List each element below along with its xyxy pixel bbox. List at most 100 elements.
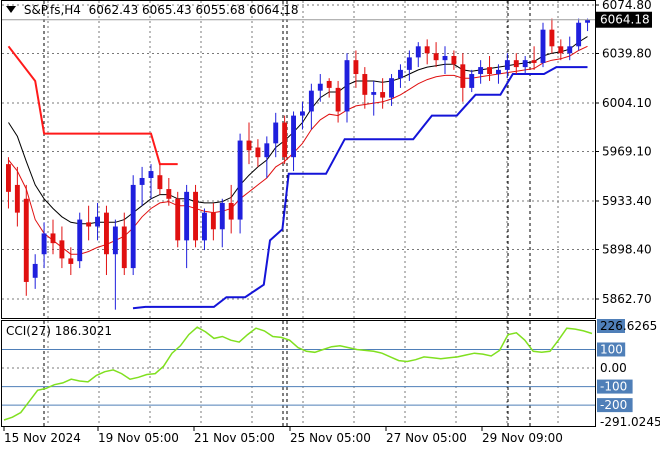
cci-name: CCI(27) bbox=[6, 324, 51, 338]
cci-series-line bbox=[3, 326, 593, 421]
chart-header: S&P.fs,H4 6062.43 6065.43 6055.68 6064.1… bbox=[6, 3, 299, 17]
time-tick-label: 21 Nov 05:00 bbox=[194, 431, 275, 445]
candle-body bbox=[398, 69, 403, 79]
candle bbox=[273, 112, 279, 158]
candle bbox=[380, 78, 386, 109]
price-tick-label: 6039.80 bbox=[602, 47, 652, 61]
candle bbox=[264, 136, 270, 178]
grid bbox=[2, 1, 595, 426]
candle bbox=[371, 80, 377, 116]
candle-body bbox=[300, 111, 305, 116]
cci-line bbox=[3, 326, 593, 421]
time-tick-label: 15 Nov 2024 bbox=[4, 431, 81, 445]
candle bbox=[469, 69, 475, 93]
candle bbox=[157, 164, 163, 195]
candle-body bbox=[193, 191, 198, 241]
candle bbox=[6, 157, 11, 209]
candle bbox=[246, 122, 252, 165]
candle-body bbox=[86, 222, 92, 227]
candle bbox=[540, 22, 546, 68]
candle bbox=[68, 247, 74, 276]
candle-body bbox=[451, 56, 457, 65]
candle-body bbox=[14, 184, 20, 213]
candle bbox=[487, 56, 492, 81]
candle bbox=[41, 222, 47, 269]
candle-body bbox=[210, 212, 216, 230]
price-tick-label: 5862.70 bbox=[602, 292, 652, 306]
cci-tick-label: 100 bbox=[600, 342, 623, 356]
candle-body bbox=[317, 83, 323, 91]
candle-body bbox=[326, 80, 332, 88]
candle-body bbox=[246, 140, 252, 151]
candle-body bbox=[264, 143, 270, 158]
candle bbox=[504, 53, 510, 79]
candles bbox=[6, 18, 590, 310]
candle bbox=[317, 74, 323, 102]
candle bbox=[496, 64, 501, 84]
candle-body bbox=[469, 74, 475, 88]
close-value: 6064.18 bbox=[248, 3, 299, 17]
candle bbox=[344, 53, 350, 123]
candle bbox=[308, 83, 314, 130]
candle-body bbox=[504, 60, 510, 70]
candle bbox=[59, 226, 65, 269]
candle-body bbox=[130, 184, 136, 269]
candle bbox=[353, 50, 359, 88]
candle-body bbox=[433, 53, 439, 61]
candle-body bbox=[362, 74, 368, 95]
candle-body bbox=[558, 46, 564, 54]
candle-body bbox=[415, 46, 421, 58]
candle bbox=[531, 46, 537, 70]
candle bbox=[282, 115, 288, 165]
candle-body bbox=[202, 212, 207, 241]
candle-body bbox=[219, 202, 225, 230]
candle-body bbox=[335, 87, 341, 112]
candle-body bbox=[157, 175, 163, 190]
candle-body bbox=[522, 60, 528, 68]
candle bbox=[433, 42, 439, 68]
candle bbox=[193, 184, 198, 248]
candle bbox=[478, 60, 484, 84]
time-tick-label: 19 Nov 05:00 bbox=[98, 431, 179, 445]
candle bbox=[442, 46, 448, 75]
stop-blue-line bbox=[132, 66, 588, 310]
candle bbox=[166, 177, 172, 206]
candle-body bbox=[380, 92, 386, 98]
candle-body bbox=[148, 171, 154, 178]
high-value: 6065.43 bbox=[142, 3, 192, 17]
candle bbox=[77, 212, 83, 269]
candle-body bbox=[95, 216, 100, 227]
dropdown-triangle-icon[interactable] bbox=[6, 6, 16, 13]
candle bbox=[202, 208, 207, 251]
candle bbox=[576, 18, 582, 51]
candle-body bbox=[460, 64, 466, 88]
candle bbox=[585, 18, 590, 32]
candle bbox=[398, 64, 403, 88]
candle bbox=[237, 133, 243, 234]
price-tick-label: 5969.10 bbox=[602, 145, 652, 159]
candle-body bbox=[237, 140, 243, 220]
candle bbox=[451, 50, 457, 70]
candle-body bbox=[576, 22, 582, 47]
time-tick-label: 27 Nov 05:00 bbox=[386, 431, 467, 445]
candle-body bbox=[353, 60, 359, 75]
cci-tick-label: 226.6265 bbox=[600, 319, 657, 333]
price-tick-label: 6004.10 bbox=[602, 96, 652, 110]
candle-body bbox=[50, 233, 56, 244]
symbol-label: S&P.fs,H4 bbox=[23, 3, 81, 17]
candle-body bbox=[567, 46, 573, 54]
candle bbox=[112, 219, 118, 310]
candle bbox=[228, 184, 234, 234]
candle-body bbox=[344, 60, 350, 112]
candle-body bbox=[424, 46, 430, 54]
candle-body bbox=[496, 69, 501, 75]
stop-lines bbox=[7, 45, 588, 310]
candle-body bbox=[121, 226, 127, 269]
candle-body bbox=[255, 147, 261, 158]
candle-body bbox=[273, 122, 279, 144]
candle bbox=[175, 191, 181, 248]
current-price-tag bbox=[596, 11, 652, 28]
candle bbox=[415, 42, 421, 68]
candle bbox=[139, 166, 145, 206]
